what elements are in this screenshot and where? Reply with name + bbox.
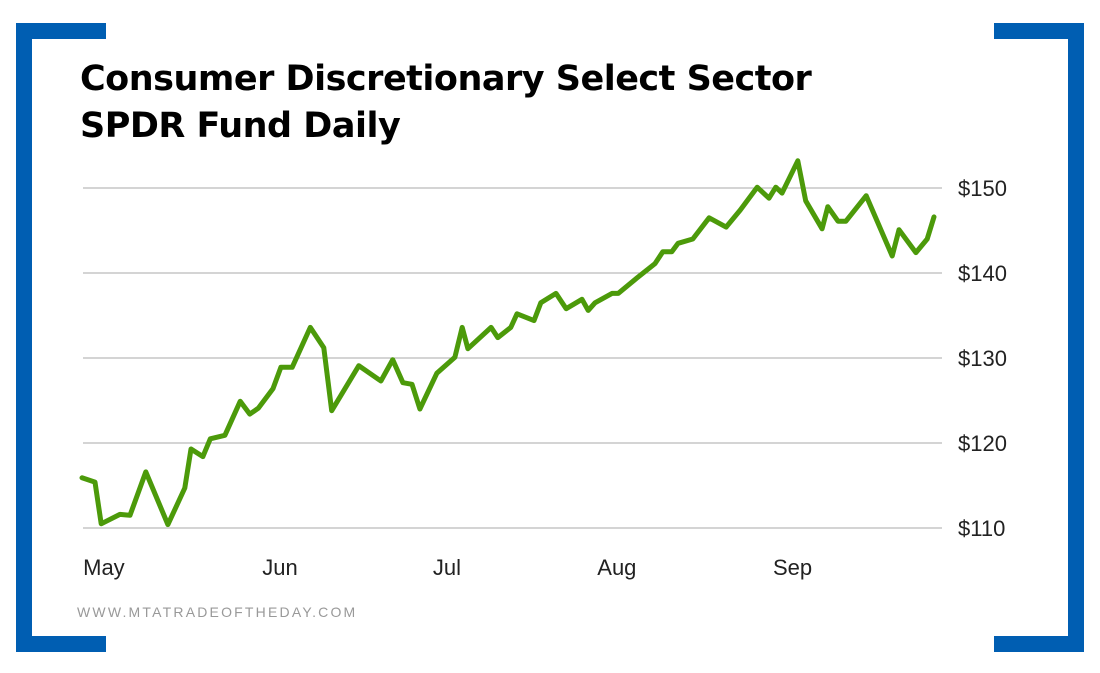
- right-bracket-vertical: [1068, 23, 1084, 652]
- x-tick-label: Jul: [433, 555, 461, 580]
- x-tick-label: Aug: [597, 555, 636, 580]
- right-bracket-bottom: [994, 636, 1084, 652]
- left-bracket-vertical: [16, 23, 32, 652]
- y-tick-label: $130: [958, 346, 1007, 371]
- chart-title-line-2: SPDR Fund Daily: [80, 106, 401, 146]
- y-tick-label: $150: [958, 176, 1007, 201]
- x-tick-label: Jun: [262, 555, 297, 580]
- x-tick-label: Sep: [773, 555, 812, 580]
- y-tick-label: $110: [958, 516, 1005, 541]
- price-line: [79, 158, 937, 528]
- y-tick-label: $120: [958, 431, 1007, 456]
- watermark: WWW.MTATRADEOFTHEDAY.COM: [77, 604, 358, 620]
- right-bracket-top: [994, 23, 1084, 39]
- chart-title: Consumer Discretionary Select Sector SPD…: [80, 56, 812, 150]
- y-tick-label: $140: [958, 261, 1007, 286]
- left-bracket-bottom: [16, 636, 106, 652]
- chart-title-line-1: Consumer Discretionary Select Sector: [80, 59, 812, 99]
- left-bracket-top: [16, 23, 106, 39]
- x-tick-label: May: [83, 555, 125, 580]
